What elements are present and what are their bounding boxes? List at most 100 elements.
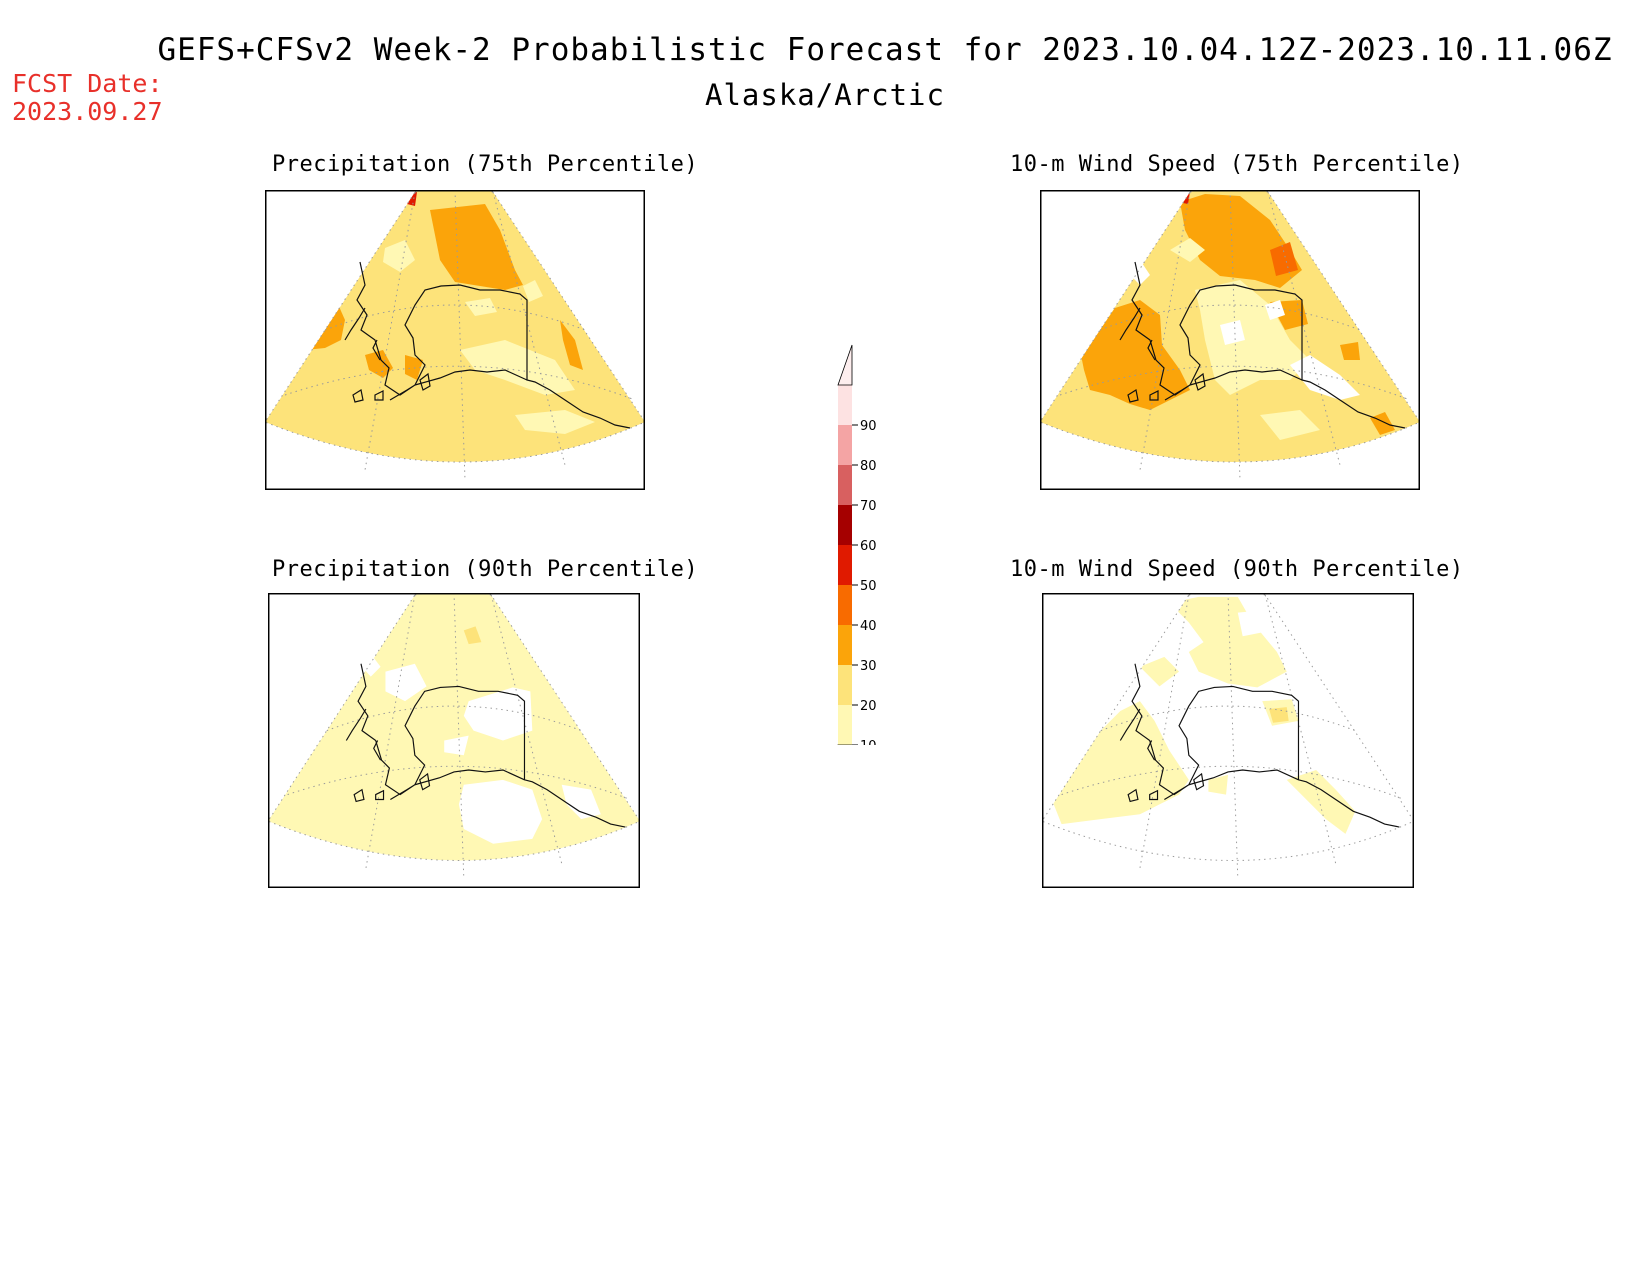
- legend-bin: [838, 545, 852, 585]
- map-frame: [268, 593, 640, 888]
- field-patch: [1269, 707, 1289, 723]
- coastline-chukotka: [1119, 307, 1156, 361]
- island: [1127, 389, 1139, 403]
- coastline: [344, 261, 631, 429]
- shaded-field: [265, 190, 645, 462]
- field-patch: [444, 735, 469, 756]
- island: [419, 372, 431, 391]
- map-boundary: [268, 593, 640, 861]
- legend-bin: [838, 625, 852, 665]
- field-patch: [1080, 300, 1190, 410]
- shaded-field: [1042, 593, 1414, 861]
- legend-label: 30: [860, 659, 877, 674]
- island: [1194, 372, 1206, 391]
- panel-title-wind-75: 10-m Wind Speed (75th Percentile): [1010, 152, 1464, 177]
- panel-title-wind-90: 10-m Wind Speed (90th Percentile): [1010, 557, 1464, 582]
- island: [1149, 390, 1159, 401]
- island: [1149, 789, 1159, 801]
- legend-bin: [838, 505, 852, 545]
- latitude-line: [326, 705, 582, 732]
- legend-label: 70: [860, 499, 877, 514]
- field-patch: [560, 320, 583, 370]
- legend-label: 80: [860, 459, 877, 474]
- map-frame: [1042, 593, 1414, 888]
- map-frame: [265, 190, 645, 490]
- panel-title-precip-90: Precipitation (90th Percentile): [272, 557, 699, 582]
- legend-label: 50: [860, 579, 877, 594]
- legend-label: 60: [860, 539, 877, 554]
- legend-bin: [838, 425, 852, 465]
- legend-label: 20: [860, 699, 877, 714]
- page-title: GEFS+CFSv2 Week-2 Probabilistic Forecast…: [157, 32, 1613, 68]
- field-patch: [1208, 774, 1228, 795]
- field-patch: [458, 779, 543, 844]
- field-patch: [1169, 596, 1287, 688]
- graticule: [268, 593, 640, 879]
- graticule: [1042, 593, 1414, 879]
- map-panel-precip-75: [265, 190, 645, 490]
- field-patch: [1139, 656, 1180, 687]
- field-patch: [1340, 342, 1360, 360]
- legend-bin: [838, 385, 852, 425]
- field-patch: [1286, 770, 1356, 834]
- graticule: [1040, 190, 1420, 481]
- field-patch: [1178, 192, 1190, 204]
- island: [374, 390, 384, 401]
- legend-top-tip: [837, 344, 853, 386]
- field-patch: [561, 784, 601, 820]
- latitude-line: [324, 304, 586, 331]
- map-boundary: [1042, 593, 1414, 861]
- field-patch: [405, 192, 417, 206]
- field-patch: [465, 298, 497, 316]
- latitude-line: [284, 365, 636, 401]
- coastline: [1119, 663, 1400, 828]
- legend-label: 90: [860, 419, 877, 434]
- map-boundary: [265, 190, 645, 463]
- island: [419, 772, 431, 791]
- field-patch: [463, 626, 482, 645]
- field-patch: [1130, 260, 1150, 285]
- field-patch: [1260, 410, 1320, 440]
- field-patch: [1051, 701, 1189, 825]
- coastline-chukotka: [1119, 708, 1156, 761]
- field-patch: [1180, 194, 1302, 288]
- legend-bin: [838, 705, 852, 745]
- map-panel-wind-75: [1040, 190, 1420, 490]
- legend-bin: [838, 465, 852, 505]
- field-patch: [515, 410, 595, 434]
- island: [375, 789, 385, 801]
- fcst-date-label: FCST Date:: [12, 69, 163, 98]
- island: [353, 788, 365, 803]
- legend-bin: [838, 665, 852, 705]
- field-patch: [1265, 300, 1285, 320]
- island: [1127, 788, 1139, 803]
- shaded-field: [1040, 190, 1420, 462]
- fcst-date-value: 2023.09.27: [12, 97, 163, 126]
- shaded-field: [268, 593, 640, 861]
- map-frame: [1040, 190, 1420, 490]
- legend-label: 40: [860, 619, 877, 634]
- coastline-chukotka: [345, 708, 382, 761]
- map-panel-precip-90: [268, 593, 640, 888]
- coastline: [1119, 261, 1406, 429]
- latitude-line: [1059, 365, 1411, 401]
- color-legend: 10 20 30 40 50 60 70 80 90: [820, 335, 880, 786]
- panel-title-precip-75: Precipitation (75th Percentile): [272, 152, 699, 177]
- field-patch: [1170, 238, 1205, 262]
- legend-label: 10: [860, 739, 877, 745]
- field-patch: [1270, 242, 1298, 276]
- latitude-line: [1100, 705, 1356, 732]
- region-subtitle: Alaska/Arctic: [705, 78, 945, 112]
- field-patch: [365, 350, 393, 378]
- field-patch: [463, 687, 533, 741]
- field-patch: [1195, 280, 1310, 395]
- graticule: [265, 190, 645, 481]
- map-boundary: [1040, 190, 1420, 463]
- coastline: [345, 663, 626, 828]
- legend-bin: [838, 585, 852, 625]
- field-patch: [361, 653, 381, 677]
- island: [352, 389, 364, 403]
- field-patch: [1370, 412, 1395, 435]
- island: [1193, 772, 1205, 791]
- coastline-chukotka: [344, 307, 381, 361]
